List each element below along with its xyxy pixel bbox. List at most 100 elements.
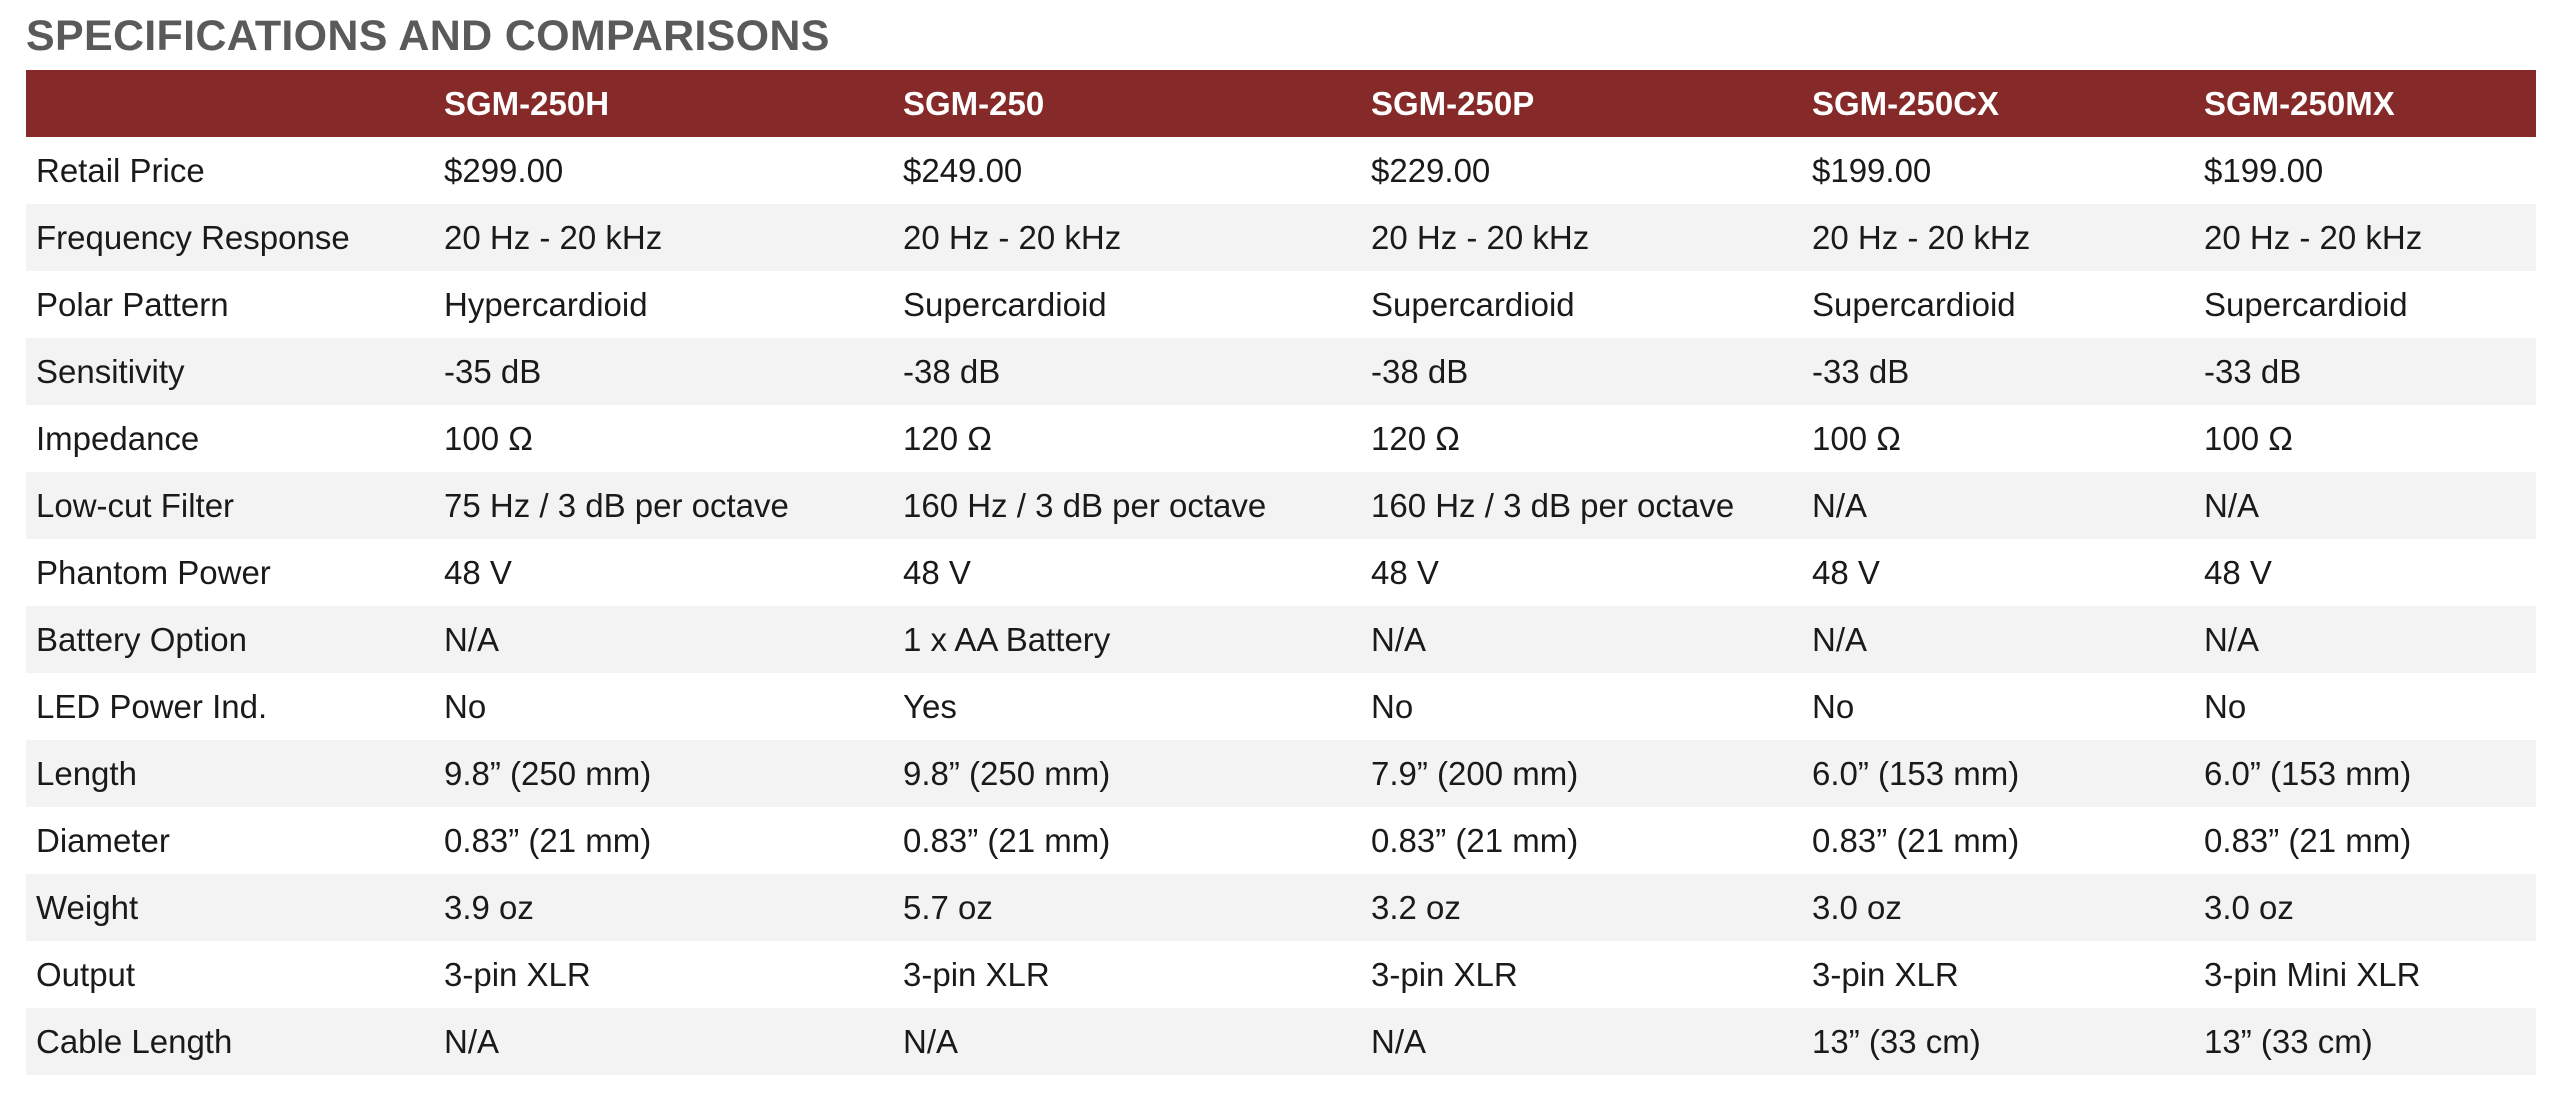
- header-row: SGM-250H SGM-250 SGM-250P SGM-250CX SGM-…: [26, 70, 2536, 137]
- spec-label: Frequency Response: [36, 218, 350, 256]
- table-row: Sensitivity -35 dB -38 dB -38 dB -33 dB -33 d…: [26, 338, 2536, 405]
- spec-value: No: [1371, 687, 1414, 725]
- spec-value: 3.0 oz: [1812, 888, 1902, 926]
- model-header: SGM-250MX: [2204, 84, 2395, 122]
- spec-value: 20 Hz - 20 kHz: [903, 218, 1122, 256]
- spec-label: Polar Pattern: [36, 285, 229, 323]
- spec-value: 6.0” (153 mm): [2204, 754, 2412, 792]
- spec-label: Retail Price: [36, 151, 205, 189]
- spec-value: Hypercardioid: [444, 285, 648, 323]
- table-row: Battery Option N/A 1 x AA Battery N/A N/A N/A: [26, 606, 2536, 673]
- spec-value: 0.83” (21 mm): [2204, 821, 2412, 859]
- spec-value: N/A: [444, 1022, 500, 1060]
- spec-value: 9.8” (250 mm): [444, 754, 652, 792]
- spec-value: 3-pin XLR: [1371, 955, 1518, 993]
- spec-value: -33 dB: [1812, 352, 1910, 390]
- spec-value: -38 dB: [1371, 352, 1469, 390]
- spec-label: Sensitivity: [36, 352, 185, 390]
- spec-value: Supercardioid: [903, 285, 1107, 323]
- spec-value: 3.9 oz: [444, 888, 534, 926]
- table-row: Length 9.8” (250 mm) 9.8” (250 mm) 7.9” (20…: [26, 740, 2536, 807]
- spec-value: 20 Hz - 20 kHz: [1371, 218, 1590, 256]
- spec-label: Battery Option: [36, 620, 247, 658]
- spec-value: $199.00: [1812, 151, 1932, 189]
- spec-label: Length: [36, 754, 137, 792]
- table-row: Polar Pattern Hypercardioid Supercardioid S…: [26, 271, 2536, 338]
- spec-value: 3.2 oz: [1371, 888, 1461, 926]
- spec-value: N/A: [1812, 620, 1868, 658]
- spec-value: 160 Hz / 3 dB per octave: [903, 486, 1267, 524]
- spec-value: 20 Hz - 20 kHz: [444, 218, 663, 256]
- spec-label: Impedance: [36, 419, 200, 457]
- spec-value: 1 x AA Battery: [903, 620, 1111, 658]
- section-title: SPECIFICATIONS AND COMPARISONS: [26, 12, 830, 60]
- spec-value: No: [444, 687, 487, 725]
- spec-value: Supercardioid: [1812, 285, 2016, 323]
- spec-value: 3-pin XLR: [1812, 955, 1959, 993]
- spec-value: 100 Ω: [444, 419, 533, 457]
- spec-value: N/A: [2204, 486, 2260, 524]
- spec-value: 13” (33 cm): [1812, 1022, 1981, 1060]
- spec-value: 120 Ω: [1371, 419, 1460, 457]
- spec-value: 7.9” (200 mm): [1371, 754, 1579, 792]
- spec-value: 13” (33 cm): [2204, 1022, 2373, 1060]
- spec-value: 48 V: [1371, 553, 1439, 591]
- spec-value: 0.83” (21 mm): [444, 821, 652, 859]
- spec-value: N/A: [1371, 1022, 1427, 1060]
- spec-label: LED Power Ind.: [36, 687, 268, 725]
- spec-value: 3-pin XLR: [444, 955, 591, 993]
- table-body: Retail Price $299.00 $249.00 $229.00 $199.00…: [26, 137, 2536, 1075]
- spec-value: 100 Ω: [2204, 419, 2293, 457]
- spec-label: Phantom Power: [36, 553, 271, 591]
- model-header: SGM-250P: [1371, 84, 1535, 122]
- spec-value: N/A: [2204, 620, 2260, 658]
- spec-value: Supercardioid: [1371, 285, 1575, 323]
- spec-value: $199.00: [2204, 151, 2324, 189]
- spec-label: Cable Length: [36, 1022, 233, 1060]
- table-header: SGM-250H SGM-250 SGM-250P SGM-250CX SGM-…: [26, 70, 2536, 137]
- spec-value: N/A: [903, 1022, 959, 1060]
- spec-value: $249.00: [903, 151, 1023, 189]
- table-row: Diameter 0.83” (21 mm) 0.83” (21 mm) 0.83” …: [26, 807, 2536, 874]
- table-row: Weight 3.9 oz 5.7 oz 3.2 oz 3.0 oz 3.0 oz: [26, 874, 2536, 941]
- spec-label: Output: [36, 955, 136, 993]
- spec-value: N/A: [1371, 620, 1427, 658]
- spec-value: 20 Hz - 20 kHz: [1812, 218, 2031, 256]
- spec-value: 3-pin Mini XLR: [2204, 955, 2421, 993]
- table-row: Impedance 100 Ω 120 Ω 120 Ω 100 Ω 100 Ω: [26, 405, 2536, 472]
- table-row: Cable Length N/A N/A N/A 13” (33 cm) 13” (33 …: [26, 1008, 2536, 1075]
- spec-value: 3.0 oz: [2204, 888, 2294, 926]
- spec-value: 120 Ω: [903, 419, 992, 457]
- table-row: LED Power Ind. No Yes No No No: [26, 673, 2536, 740]
- spec-value: 20 Hz - 20 kHz: [2204, 218, 2423, 256]
- spec-value: No: [1812, 687, 1855, 725]
- spec-value: Yes: [903, 687, 957, 725]
- spec-value: 0.83” (21 mm): [1371, 821, 1579, 859]
- spec-value: No: [2204, 687, 2247, 725]
- table-row: Low-cut Filter 75 Hz / 3 dB per octave 160…: [26, 472, 2536, 539]
- table-row: Retail Price $299.00 $249.00 $229.00 $199.00…: [26, 137, 2536, 204]
- spec-value: $229.00: [1371, 151, 1491, 189]
- spec-comparison-table: SGM-250H SGM-250 SGM-250P SGM-250CX SGM-…: [26, 70, 2536, 1075]
- spec-value: 6.0” (153 mm): [1812, 754, 2020, 792]
- spec-value: 5.7 oz: [903, 888, 993, 926]
- spec-value: -35 dB: [444, 352, 542, 390]
- spec-value: 3-pin XLR: [903, 955, 1050, 993]
- spec-value: -38 dB: [903, 352, 1001, 390]
- table-row: Output 3-pin XLR 3-pin XLR 3-pin XLR 3-pin X…: [26, 941, 2536, 1008]
- spec-value: 100 Ω: [1812, 419, 1901, 457]
- model-header: SGM-250CX: [1812, 84, 2000, 122]
- spec-value: 48 V: [2204, 553, 2272, 591]
- spec-value: 48 V: [903, 553, 971, 591]
- spec-value: 48 V: [1812, 553, 1880, 591]
- model-header: SGM-250: [903, 84, 1045, 122]
- spec-value: Supercardioid: [2204, 285, 2408, 323]
- spec-label: Diameter: [36, 821, 170, 859]
- table-row: Phantom Power 48 V 48 V 48 V 48 V 48 V: [26, 539, 2536, 606]
- spec-value: $299.00: [444, 151, 564, 189]
- model-header: SGM-250H: [444, 84, 610, 122]
- spec-label: Low-cut Filter: [36, 486, 235, 524]
- table-row: Frequency Response 20 Hz - 20 kHz 20 Hz - …: [26, 204, 2536, 271]
- spec-value: 160 Hz / 3 dB per octave: [1371, 486, 1735, 524]
